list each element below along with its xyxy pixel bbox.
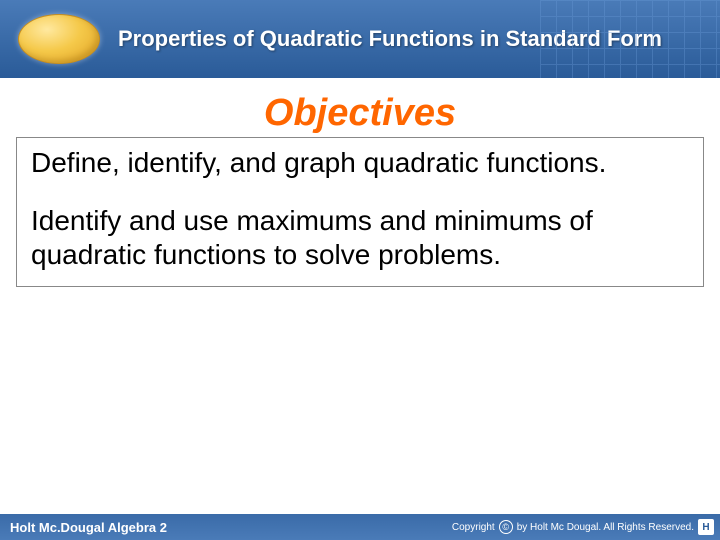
logo-oval-icon <box>18 14 100 64</box>
copyright-icon: © <box>499 520 513 534</box>
objectives-box: Define, identify, and graph quadratic fu… <box>16 137 704 287</box>
copyright-text: by Holt Mc Dougal. All Rights Reserved. <box>517 522 694 533</box>
slide-footer: Holt Mc.Dougal Algebra 2 Copyright © by … <box>0 514 720 540</box>
slide-header: Properties of Quadratic Functions in Sta… <box>0 0 720 78</box>
footer-book-title: Holt Mc.Dougal Algebra 2 <box>10 520 167 535</box>
footer-copyright: Copyright © by Holt Mc Dougal. All Right… <box>452 519 714 535</box>
objective-item: Identify and use maximums and minimums o… <box>31 204 689 272</box>
copyright-label: Copyright <box>452 522 495 533</box>
publisher-logo-icon: H <box>698 519 714 535</box>
objective-item: Define, identify, and graph quadratic fu… <box>31 146 689 180</box>
slide-body: Objectives Define, identify, and graph q… <box>0 78 720 287</box>
header-grid-decoration <box>540 0 720 78</box>
section-title: Objectives <box>16 92 704 135</box>
